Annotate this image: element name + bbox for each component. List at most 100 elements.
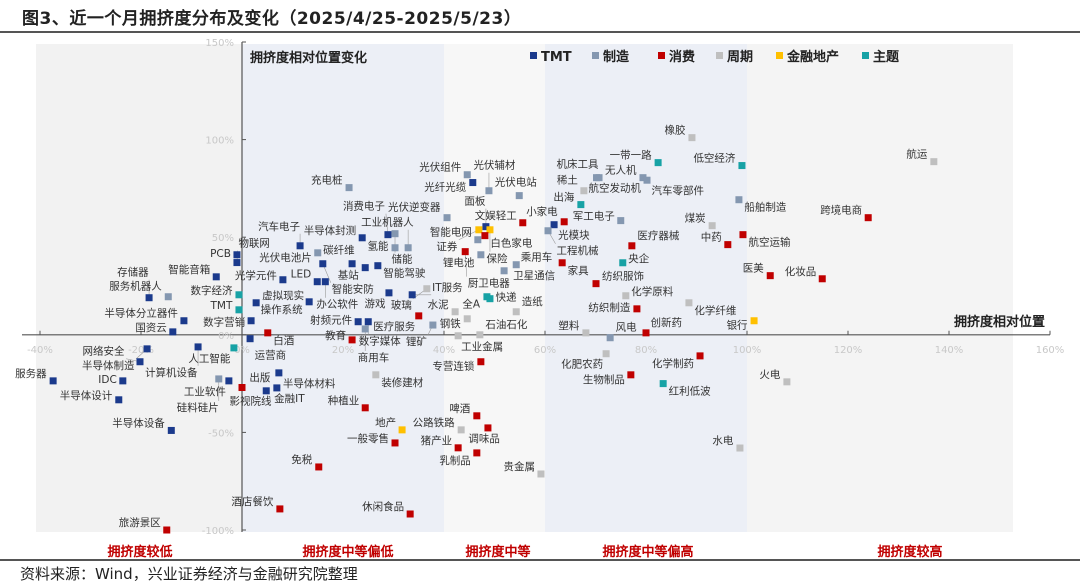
point-label: 氢能 <box>368 240 389 253</box>
point-marker <box>685 299 693 307</box>
point-marker <box>477 251 485 259</box>
point-marker <box>544 227 552 235</box>
point-marker <box>818 275 826 283</box>
point-marker <box>233 259 241 267</box>
point-label: 稀土 <box>557 174 578 187</box>
point-marker <box>592 280 600 288</box>
zone-band <box>242 44 444 532</box>
point-label: 银行 <box>727 319 748 332</box>
point-marker <box>315 463 323 471</box>
point-label: 储能 <box>392 253 413 266</box>
point-label: 碳纤维 <box>323 244 355 257</box>
point-marker <box>736 444 744 452</box>
points <box>49 134 938 534</box>
point-label: 化妆品 <box>785 265 817 278</box>
point-marker <box>233 251 241 259</box>
point-label: 一带一路 <box>610 149 652 162</box>
point-label: 基站 <box>338 269 359 282</box>
point-label: 风电 <box>616 321 637 334</box>
point-marker <box>305 298 313 306</box>
point-label: 地产 <box>375 416 396 429</box>
point-marker <box>606 334 614 342</box>
point-marker <box>319 260 327 268</box>
point-label: 操作系统 <box>261 303 303 316</box>
point-marker <box>593 174 601 182</box>
point-label: 航空运输 <box>748 236 790 249</box>
point-marker <box>642 329 650 337</box>
point-label: 教育 <box>325 329 346 342</box>
point-label: 人工智能 <box>188 352 230 365</box>
title-divider <box>0 31 1080 33</box>
zone-label: 拥挤度较高 <box>877 544 942 560</box>
point-marker <box>136 358 144 366</box>
point-label: 贵金属 <box>503 460 534 473</box>
point-label: 生物制品 <box>583 373 625 386</box>
point-label: 快递 <box>495 291 516 304</box>
point-marker <box>443 214 451 222</box>
point-label: 中药 <box>701 231 722 244</box>
point-label: 家具 <box>568 264 589 277</box>
legend-marker <box>658 52 665 59</box>
point-marker <box>485 187 493 195</box>
x-tick-label: 80% <box>635 345 657 356</box>
point-label: 装修建材 <box>381 376 423 389</box>
point-label: 红利低波 <box>669 385 711 398</box>
point-marker <box>454 444 462 452</box>
point-marker <box>215 375 223 383</box>
point-marker <box>348 336 356 344</box>
point-marker <box>735 196 743 204</box>
y-tick-label: 50% <box>212 233 234 244</box>
point-label: 白色家电 <box>490 237 532 250</box>
point-label: 水电 <box>712 434 733 447</box>
point-label: 保险 <box>486 252 507 265</box>
point-marker <box>164 293 172 301</box>
point-label: 智能驾驶 <box>383 267 425 280</box>
x-tick-label: 20% <box>332 345 354 356</box>
point-label: 跨境电商 <box>820 204 862 217</box>
y-tick-label: 0% <box>218 331 234 342</box>
point-label: 乳制品 <box>439 454 471 467</box>
point-marker <box>115 396 123 404</box>
point-marker <box>688 134 696 142</box>
point-label: 水泥 <box>428 298 449 311</box>
point-marker <box>577 201 585 209</box>
point-marker <box>512 308 520 316</box>
point-marker <box>391 244 399 252</box>
point-label: 调味品 <box>468 433 500 445</box>
point-marker <box>275 369 283 377</box>
zone-bands <box>36 44 1013 532</box>
point-label: 石油石化 <box>485 318 527 331</box>
point-label: 航运 <box>906 148 927 161</box>
zone-band <box>36 44 242 532</box>
point-marker <box>415 312 423 320</box>
x-tick-label: 60% <box>534 345 556 356</box>
point-marker <box>313 278 321 286</box>
point-marker <box>475 226 483 234</box>
source-divider <box>0 559 1080 561</box>
point-label: 半导体设备 <box>112 416 165 429</box>
x-tick-label: 160% <box>1036 345 1065 356</box>
point-marker <box>519 219 527 227</box>
point-label: 光伏辅材 <box>473 159 515 172</box>
point-marker <box>321 278 329 286</box>
point-marker <box>617 217 625 225</box>
point-marker <box>484 424 492 432</box>
zone-band <box>545 44 747 532</box>
point-marker <box>49 377 57 385</box>
zone-labels: 拥挤度较低 拥挤度中等偏低 拥挤度中等 拥挤度中等偏高 拥挤度较高 <box>107 544 942 560</box>
point-marker <box>477 358 485 366</box>
zone-label: 拥挤度中等 <box>465 544 530 560</box>
point-label: 猪产业 <box>421 434 453 447</box>
point-marker <box>463 171 471 179</box>
point-marker <box>374 262 382 270</box>
zone-band <box>747 44 1013 532</box>
point-marker <box>512 261 520 269</box>
point-marker <box>486 226 494 234</box>
point-marker <box>451 308 459 316</box>
point-marker <box>354 318 362 326</box>
point-marker <box>408 291 416 299</box>
point-marker <box>708 222 716 230</box>
point-label: 存储器 <box>117 266 149 279</box>
point-marker <box>864 214 872 222</box>
source-note: 资料来源：Wind，兴业证券经济与金融研究院整理 <box>20 565 358 583</box>
